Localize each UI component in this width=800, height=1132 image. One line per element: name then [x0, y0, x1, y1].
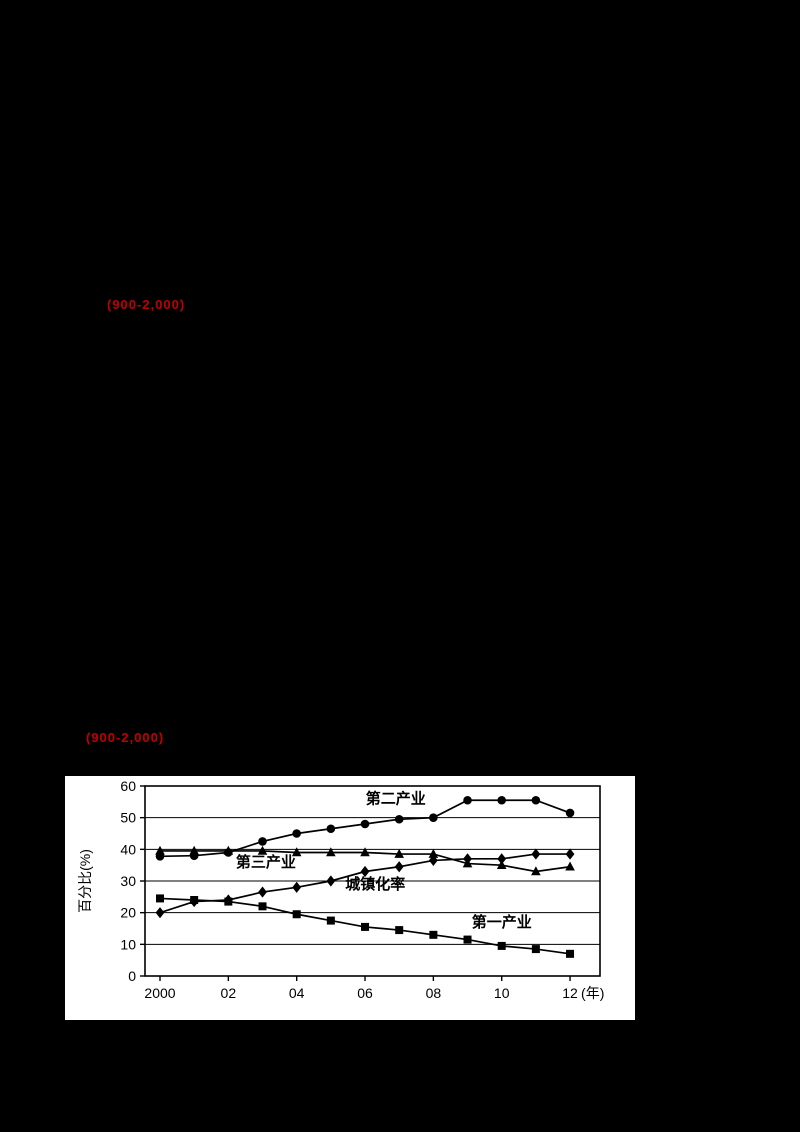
x-axis-unit-label: (年) [581, 985, 604, 1001]
svg-text:12: 12 [562, 985, 578, 1001]
svg-text:10: 10 [120, 936, 136, 952]
svg-text:06: 06 [357, 985, 373, 1001]
y-axis-title: 百分比(%) [77, 849, 93, 913]
line-chart: 0 10 20 30 40 50 60 2000 02 04 06 08 10 12 (年) 百分比(%) 第二… [77, 778, 604, 1001]
series-primary-industry [156, 894, 575, 958]
svg-text:2000: 2000 [144, 985, 175, 1001]
red-annotation-2: (900-2,000) [86, 730, 165, 745]
industry-urbanization-chart-panel: 0 10 20 30 40 50 60 2000 02 04 06 08 10 12 (年) 百分比(%) 第二… [65, 776, 635, 1020]
series-tertiary-industry [155, 845, 575, 876]
svg-text:50: 50 [120, 810, 136, 826]
svg-text:10: 10 [494, 985, 510, 1001]
svg-text:0: 0 [128, 968, 136, 984]
series-label-城镇化率: 城镇化率 [345, 875, 405, 893]
y-axis-tick-labels: 0 10 20 30 40 50 60 [120, 778, 136, 984]
series-label-第三产业: 第三产业 [236, 853, 296, 871]
svg-text:40: 40 [120, 841, 136, 857]
svg-text:08: 08 [426, 985, 442, 1001]
series-label-第二产业: 第二产业 [366, 790, 426, 808]
x-axis-tick-labels: 2000 02 04 06 08 10 12 (年) [144, 976, 604, 1001]
red-annotation-1: (900-2,000) [107, 297, 186, 312]
svg-text:02: 02 [221, 985, 237, 1001]
svg-text:04: 04 [289, 985, 305, 1001]
svg-text:30: 30 [120, 873, 136, 889]
series-label-第一产业: 第一产业 [472, 913, 532, 931]
chart-gridlines [140, 785, 600, 977]
svg-text:60: 60 [120, 778, 136, 794]
svg-text:20: 20 [120, 905, 136, 921]
